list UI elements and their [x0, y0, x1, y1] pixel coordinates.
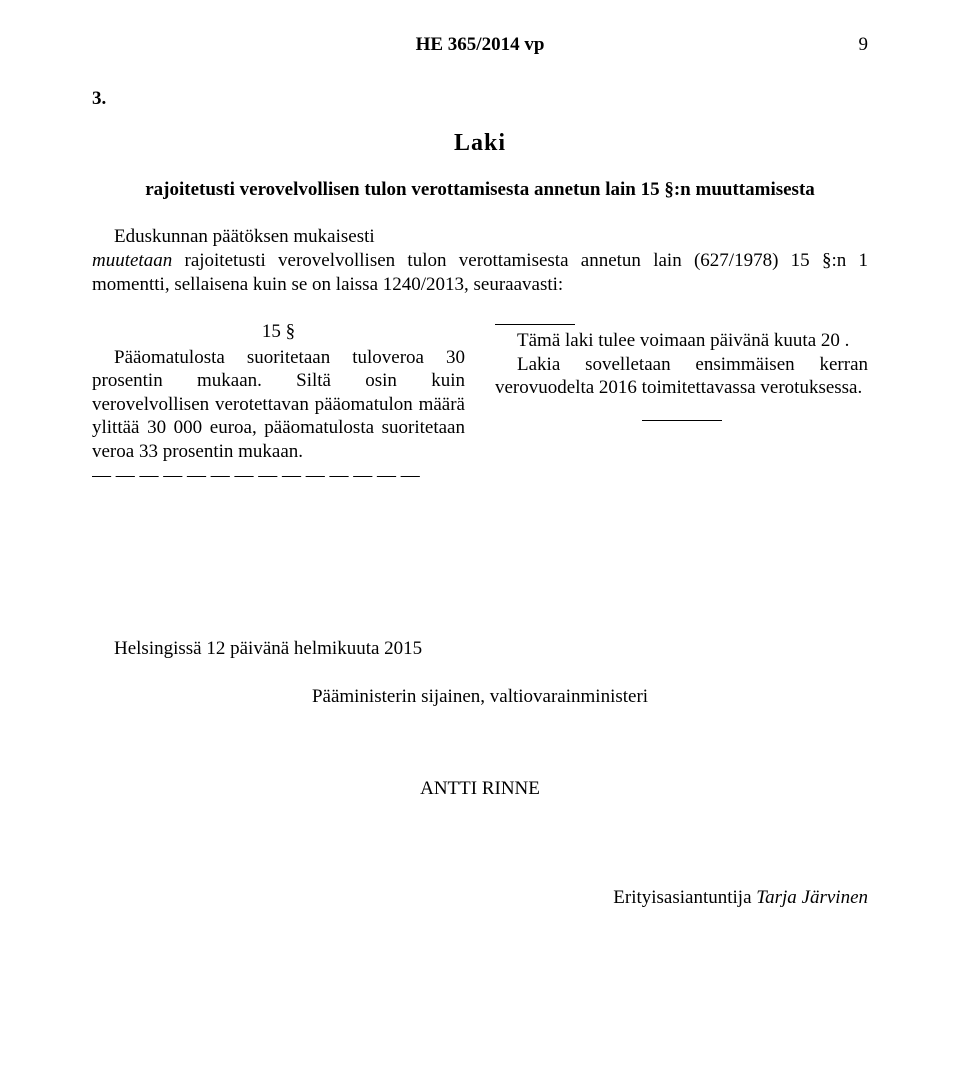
- advisor-title: Erityisasiantuntija: [613, 887, 756, 908]
- right-paragraph-2: Lakia sovelletaan ensimmäisen kerran ver…: [495, 353, 868, 400]
- preamble-line1: Eduskunnan päätöksen mukaisesti: [92, 225, 868, 249]
- closing-block: Helsingissä 12 päivänä helmikuuta 2015 P…: [92, 637, 868, 910]
- preamble: Eduskunnan päätöksen mukaisesti muutetaa…: [92, 225, 868, 296]
- advisor-line: Erityisasiantuntija Tarja Järvinen: [92, 886, 868, 910]
- left-column: 15 § Pääomatulosta suoritetaan tuloveroa…: [92, 320, 465, 487]
- page-header: HE 365/2014 vp 9: [92, 34, 868, 62]
- paragraph-section-number: 15 §: [92, 320, 465, 344]
- two-column-body: 15 § Pääomatulosta suoritetaan tuloveroa…: [92, 320, 868, 487]
- dash-row: — — — — — — — — — — — — — —: [92, 464, 465, 488]
- preamble-italic: muutetaan: [92, 250, 172, 271]
- short-rule-bottom: [642, 420, 722, 421]
- law-heading: Laki: [92, 130, 868, 157]
- right-column: Tämä laki tulee voimaan päivänä kuuta 20…: [495, 320, 868, 487]
- advisor-name: Tarja Järvinen: [756, 887, 868, 908]
- left-paragraph: Pääomatulosta suoritetaan tuloveroa 30 p…: [92, 346, 465, 464]
- page-number: 9: [859, 34, 869, 56]
- right-paragraph-1: Tämä laki tulee voimaan päivänä kuuta 20…: [495, 329, 868, 353]
- signer-title: Pääministerin sijainen, valtiovarainmini…: [92, 685, 868, 709]
- preamble-rest: rajoitetusti verovelvollisen tulon verot…: [92, 250, 868, 295]
- law-subtitle: rajoitetusti verovelvollisen tulon verot…: [92, 179, 868, 201]
- minister-name: ANTTI RINNE: [92, 777, 868, 801]
- document-id: HE 365/2014 vp: [416, 34, 545, 56]
- section-number: 3.: [92, 88, 868, 110]
- preamble-line2: muutetaan rajoitetusti verovelvollisen t…: [92, 249, 868, 297]
- place-date: Helsingissä 12 päivänä helmikuuta 2015: [92, 637, 868, 661]
- short-rule-top: [495, 324, 575, 325]
